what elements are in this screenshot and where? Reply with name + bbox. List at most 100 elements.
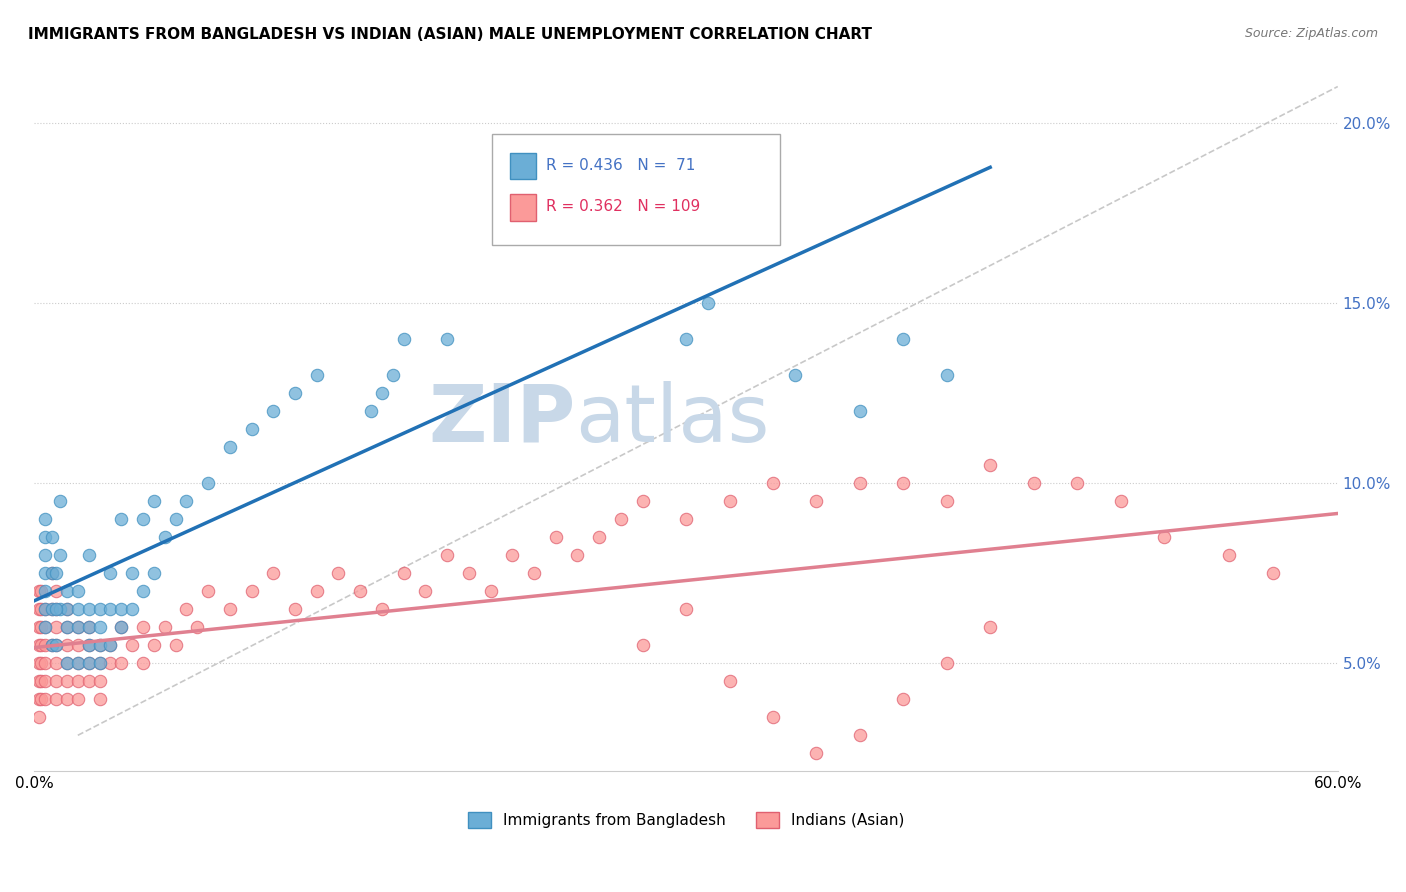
- Point: [501, 548, 523, 562]
- Point: [49, 602, 72, 616]
- Point: [45, 602, 67, 616]
- Point: [56, 638, 79, 652]
- Point: [34, 620, 56, 634]
- Point: [219, 602, 242, 616]
- Point: [100, 602, 122, 616]
- Point: [66, 657, 89, 671]
- Point: [132, 657, 155, 671]
- Point: [544, 187, 567, 202]
- Point: [381, 368, 404, 382]
- Point: [66, 657, 89, 671]
- Point: [979, 620, 1001, 634]
- Point: [56, 584, 79, 599]
- Point: [262, 404, 284, 418]
- Point: [165, 512, 187, 526]
- Point: [891, 475, 914, 490]
- Point: [34, 602, 56, 616]
- Point: [631, 169, 654, 184]
- Point: [197, 475, 219, 490]
- Point: [77, 548, 100, 562]
- Point: [100, 638, 122, 652]
- Point: [34, 692, 56, 706]
- Point: [849, 475, 872, 490]
- Point: [165, 638, 187, 652]
- Point: [41, 566, 63, 581]
- Point: [197, 584, 219, 599]
- Point: [305, 584, 328, 599]
- Point: [979, 458, 1001, 472]
- Point: [89, 638, 111, 652]
- Point: [89, 638, 111, 652]
- Point: [121, 602, 143, 616]
- Point: [153, 530, 176, 544]
- Point: [41, 602, 63, 616]
- Point: [1153, 530, 1175, 544]
- Point: [305, 368, 328, 382]
- Point: [415, 584, 437, 599]
- Point: [30, 657, 52, 671]
- Point: [45, 584, 67, 599]
- Point: [675, 332, 697, 346]
- Point: [132, 620, 155, 634]
- Point: [30, 602, 52, 616]
- Point: [806, 747, 828, 761]
- Point: [89, 602, 111, 616]
- Point: [66, 674, 89, 689]
- Point: [176, 602, 198, 616]
- Point: [142, 494, 165, 508]
- Point: [891, 692, 914, 706]
- Legend: Immigrants from Bangladesh, Indians (Asian): Immigrants from Bangladesh, Indians (Asi…: [461, 805, 911, 834]
- Point: [45, 602, 67, 616]
- Point: [631, 638, 654, 652]
- Point: [41, 638, 63, 652]
- Point: [360, 404, 382, 418]
- Point: [262, 566, 284, 581]
- Point: [100, 657, 122, 671]
- Point: [28, 710, 51, 724]
- Point: [631, 494, 654, 508]
- Point: [110, 512, 132, 526]
- Point: [806, 494, 828, 508]
- Point: [849, 404, 872, 418]
- Point: [436, 332, 458, 346]
- Point: [56, 602, 79, 616]
- Point: [1109, 494, 1132, 508]
- Point: [28, 674, 51, 689]
- Point: [77, 674, 100, 689]
- Text: R = 0.362   N = 109: R = 0.362 N = 109: [546, 200, 700, 214]
- Point: [588, 224, 610, 238]
- Point: [675, 602, 697, 616]
- Point: [142, 638, 165, 652]
- Point: [77, 638, 100, 652]
- Point: [935, 368, 957, 382]
- Point: [34, 512, 56, 526]
- Point: [34, 638, 56, 652]
- Point: [1261, 566, 1284, 581]
- Point: [89, 657, 111, 671]
- Point: [121, 638, 143, 652]
- Text: R = 0.436   N =  71: R = 0.436 N = 71: [546, 158, 695, 172]
- Point: [34, 548, 56, 562]
- Point: [28, 584, 51, 599]
- Point: [110, 602, 132, 616]
- Point: [56, 620, 79, 634]
- Point: [34, 584, 56, 599]
- Point: [89, 620, 111, 634]
- Point: [56, 674, 79, 689]
- Point: [153, 620, 176, 634]
- Point: [77, 638, 100, 652]
- Point: [66, 638, 89, 652]
- Point: [523, 566, 546, 581]
- Point: [328, 566, 350, 581]
- Point: [696, 295, 718, 310]
- Point: [45, 638, 67, 652]
- Point: [501, 205, 523, 219]
- Point: [41, 530, 63, 544]
- Point: [89, 657, 111, 671]
- Point: [30, 638, 52, 652]
- Point: [121, 566, 143, 581]
- Point: [28, 692, 51, 706]
- Point: [1022, 475, 1045, 490]
- Point: [457, 566, 479, 581]
- Point: [392, 332, 415, 346]
